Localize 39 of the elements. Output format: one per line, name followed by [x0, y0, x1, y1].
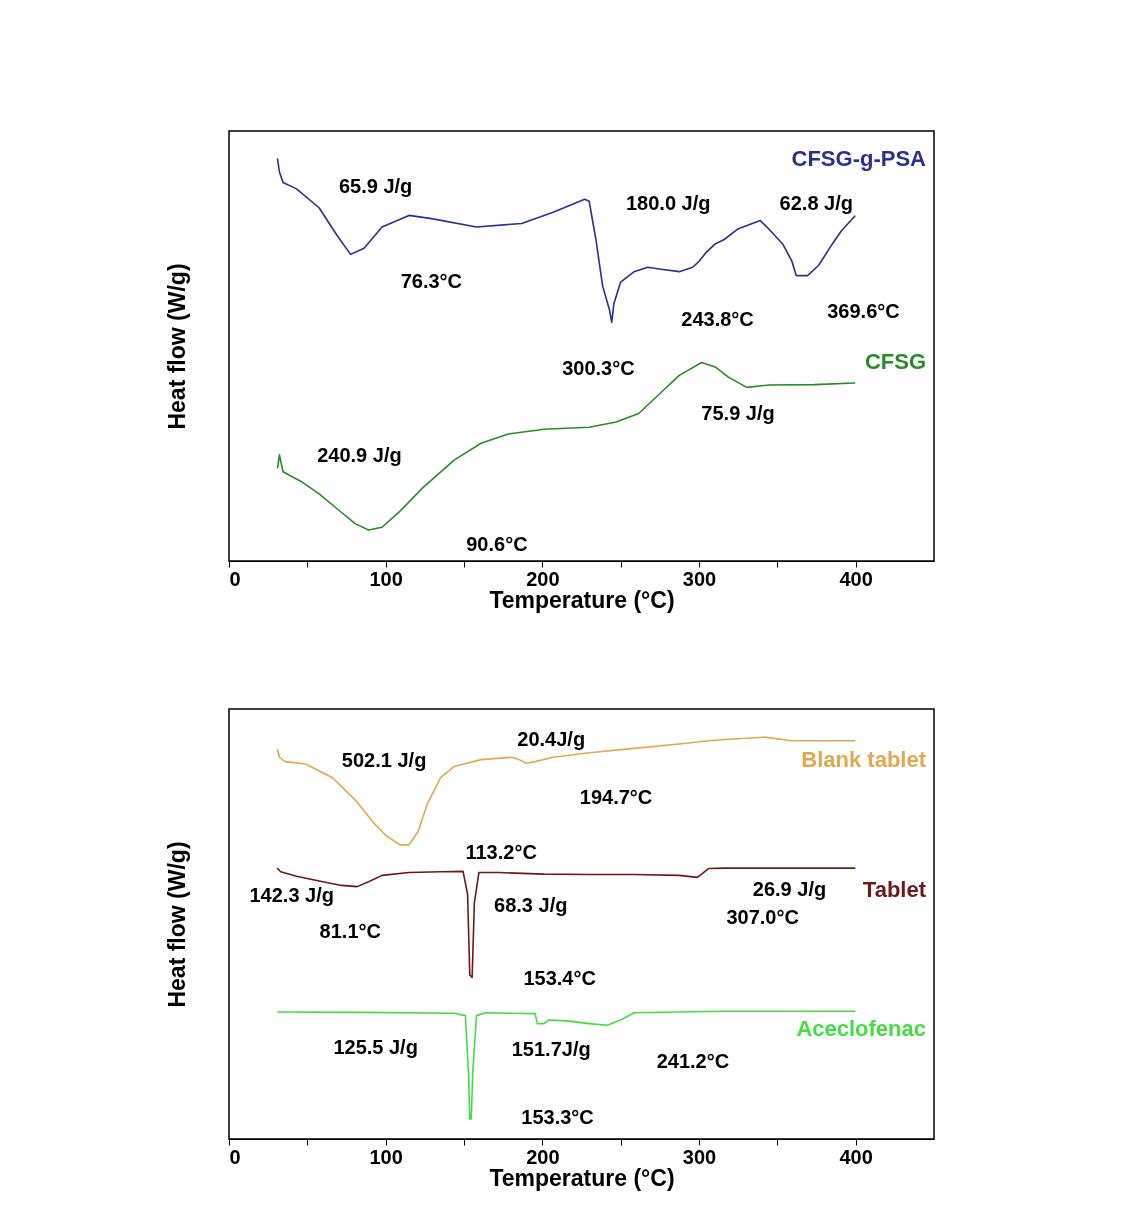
x-tick-label: 100	[369, 567, 403, 590]
annotation: 240.9 J/g	[317, 443, 402, 466]
x-tick-label: 400	[839, 567, 873, 590]
annotation: 194.7°C	[579, 786, 653, 809]
annotation: 153.3°C	[521, 1105, 594, 1128]
annotation: 243.8°C	[681, 308, 754, 331]
x-tick-label: 100	[369, 1145, 403, 1168]
annotation: 125.5 J/g	[333, 1035, 418, 1058]
annotation: 90.6°C	[466, 533, 528, 556]
x-tick-label: 0	[229, 1145, 241, 1168]
text: CFSG-g-PSA	[791, 145, 927, 171]
annotation: 369.6°C	[827, 300, 900, 323]
series-label: CFSG	[864, 349, 926, 375]
x-tick-label: 300	[682, 1145, 717, 1168]
series-label: Blank tablet	[801, 746, 927, 772]
annotation: 113.2°C	[465, 841, 537, 864]
annotation: 81.1°C	[319, 919, 381, 942]
annotation: 180.0 J/g	[625, 191, 711, 214]
series-label: Aceclofenac	[796, 1015, 926, 1041]
annotation: 20.4J/g	[517, 728, 586, 751]
annotation: 153.4°C	[523, 967, 596, 990]
annotation: 502.1 J/g	[341, 749, 427, 772]
annotation: 307.0°C	[726, 905, 799, 928]
series-label: Tablet	[862, 877, 927, 903]
y-axis-title: Heat flow (W/g)	[163, 841, 190, 1008]
annotation: 76.3°C	[400, 269, 463, 292]
annotation: 68.3 J/g	[494, 894, 568, 917]
x-tick-label: 0	[229, 567, 241, 590]
annotation: 62.8 J/g	[779, 191, 853, 214]
annotation: 151.7J/g	[511, 1037, 591, 1060]
annotation: 300.3°C	[562, 356, 635, 379]
annotation: 75.9 J/g	[701, 401, 775, 424]
annotation: 26.9 J/g	[752, 878, 827, 901]
annotation: 65.9 J/g	[338, 174, 413, 197]
annotation: 142.3 J/g	[249, 884, 334, 907]
x-tick-label: 300	[682, 567, 717, 590]
annotation: 241.2°C	[656, 1050, 730, 1073]
y-axis-title: Heat flow (W/g)	[163, 263, 190, 430]
x-tick-label: 400	[839, 1145, 873, 1168]
